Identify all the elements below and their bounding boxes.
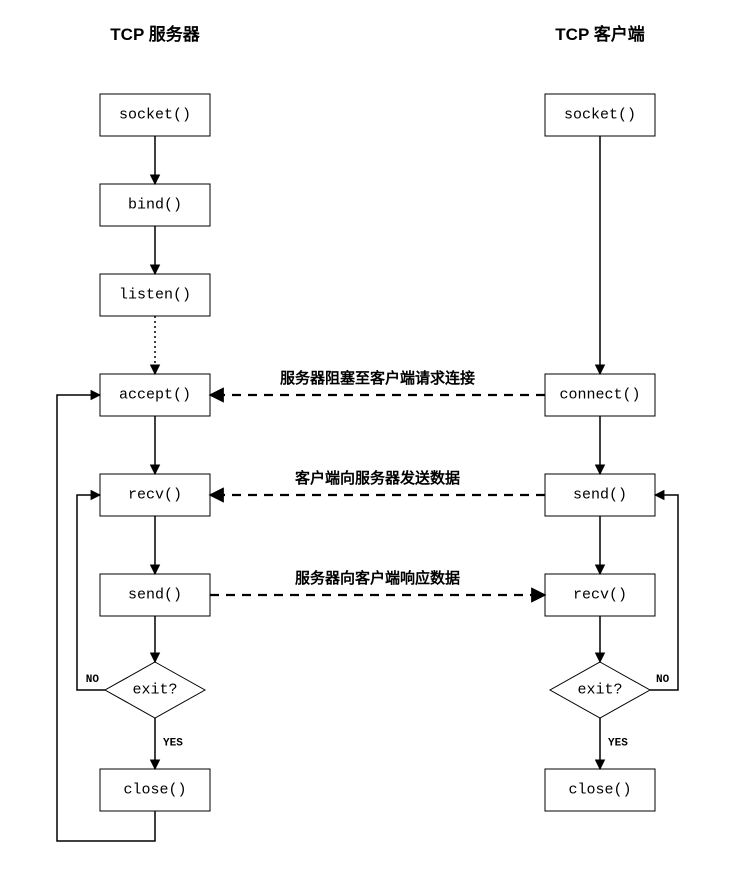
node-s_recv: recv() [100, 474, 210, 516]
node-c_send: send() [545, 474, 655, 516]
node-c_exit: exit? [550, 662, 650, 718]
label-s_listen: listen() [119, 287, 191, 304]
label-s_close: close() [123, 782, 186, 799]
annotation: 服务器向客户端响应数据 [295, 569, 460, 587]
label-s_exit: exit? [132, 682, 177, 699]
branch-label: YES [163, 738, 183, 750]
label-s_bind: bind() [128, 197, 182, 214]
label-s_send: send() [128, 587, 182, 604]
label-c_send: send() [573, 487, 627, 504]
label-c_connect: connect() [559, 387, 640, 404]
label-s_socket: socket() [119, 107, 191, 124]
annotation: 服务器阻塞至客户端请求连接 [280, 369, 475, 387]
label-c_socket: socket() [564, 107, 636, 124]
label-c_exit: exit? [577, 682, 622, 699]
node-c_connect: connect() [545, 374, 655, 416]
branch-label: NO [656, 674, 670, 686]
node-s_close: close() [100, 769, 210, 811]
client-title: TCP 客户端 [555, 24, 644, 44]
node-s_socket: socket() [100, 94, 210, 136]
node-s_bind: bind() [100, 184, 210, 226]
annotation: 客户端向服务器发送数据 [294, 469, 460, 487]
branch-label: NO [86, 674, 100, 686]
node-c_socket: socket() [545, 94, 655, 136]
node-c_recv: recv() [545, 574, 655, 616]
node-s_exit: exit? [105, 662, 205, 718]
flowchart-canvas: TCP 服务器 TCP 客户端 socket() bind() listen() acce… [0, 0, 735, 889]
label-s_accept: accept() [119, 387, 191, 404]
node-s_send: send() [100, 574, 210, 616]
label-c_close: close() [568, 782, 631, 799]
node-s_listen: listen() [100, 274, 210, 316]
server-title: TCP 服务器 [110, 24, 200, 44]
node-c_close: close() [545, 769, 655, 811]
label-c_recv: recv() [573, 587, 627, 604]
label-s_recv: recv() [128, 487, 182, 504]
node-s_accept: accept() [100, 374, 210, 416]
branch-label: YES [608, 738, 628, 750]
